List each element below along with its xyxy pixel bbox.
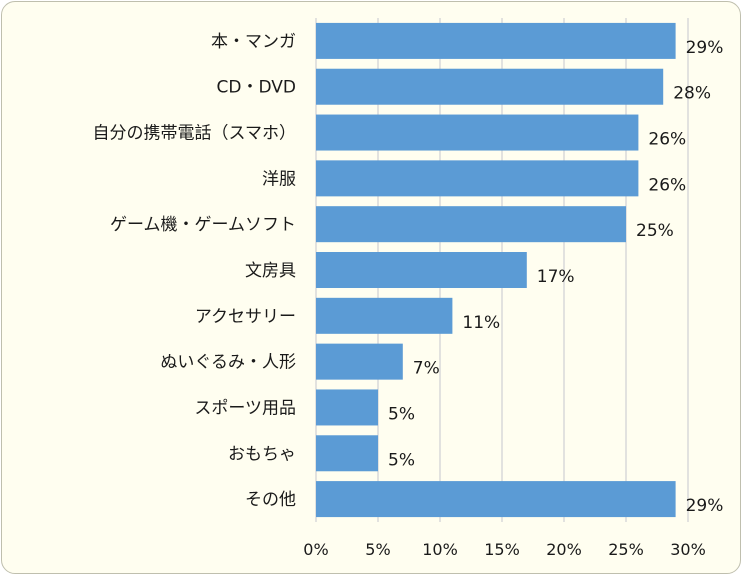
data-label: 29% (686, 496, 724, 516)
bar (316, 68, 664, 105)
category-label: おもちゃ (228, 444, 296, 464)
x-tick-label: 15% (484, 540, 520, 559)
data-label: 11% (462, 313, 500, 333)
bar (316, 343, 403, 380)
data-label: 28% (673, 84, 711, 104)
category-label: スポーツ用品 (194, 398, 296, 418)
category-label: ぬいぐるみ・人形 (160, 353, 296, 373)
x-tick-label: 25% (608, 540, 644, 559)
bar (316, 206, 626, 243)
bar (316, 435, 378, 472)
category-label: アクセサリー (195, 307, 296, 327)
data-label: 29% (686, 38, 724, 58)
bar (316, 160, 639, 197)
x-tick-label: 5% (365, 540, 390, 559)
category-label: ゲーム機・ゲームソフト (110, 215, 296, 235)
x-axis-ticks: 0% 5% 10% 15% 20% 25% 30% (303, 540, 705, 559)
data-label: 5% (388, 450, 415, 470)
bar (316, 114, 639, 151)
category-label: 洋服 (262, 169, 296, 189)
category-label: CD・DVD (217, 78, 296, 98)
bar (316, 252, 527, 288)
data-label: 25% (636, 221, 674, 241)
bar (316, 22, 676, 59)
data-label: 17% (537, 267, 575, 287)
category-label: 文房具 (245, 261, 296, 281)
data-label: 26% (648, 130, 686, 150)
bars (316, 22, 676, 518)
x-tick-label: 30% (670, 540, 706, 559)
data-labels: 29% 28% 26% 26% 25% 17% 11% 7% 5% 5% 29% (388, 38, 723, 516)
x-tick-label: 0% (303, 540, 328, 559)
category-label: 本・マンガ (211, 32, 296, 52)
bar (316, 297, 453, 334)
x-tick-label: 20% (546, 540, 582, 559)
category-label: その他 (245, 490, 296, 510)
bar (316, 389, 378, 426)
data-label: 7% (413, 359, 440, 379)
category-labels: 本・マンガ CD・DVD 自分の携帯電話（スマホ） 洋服ゲーム機・ゲームソフト文房具ア… (93, 32, 297, 510)
x-tick-label: 10% (422, 540, 458, 559)
category-label: 自分の携帯電話（スマホ） (93, 124, 297, 144)
data-label: 5% (388, 404, 415, 424)
data-label: 26% (648, 175, 686, 195)
bar (316, 481, 676, 518)
